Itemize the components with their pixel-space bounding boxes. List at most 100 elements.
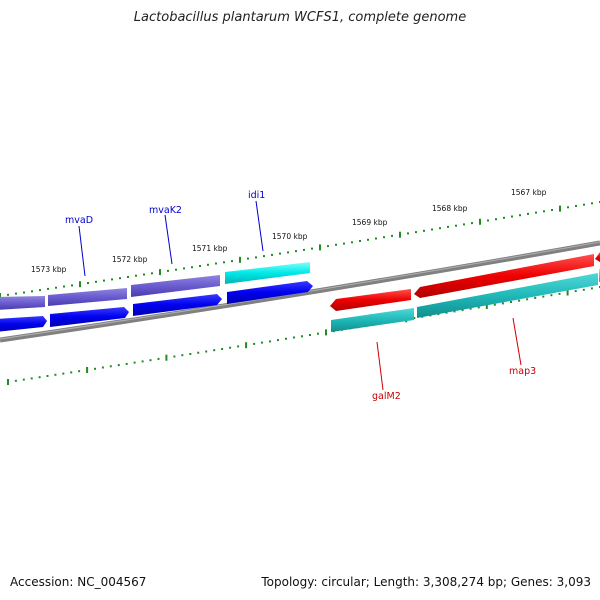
outer-track-minor-tick (407, 232, 409, 235)
gene-label-mvaK2[interactable]: mvaK2 (149, 205, 182, 216)
inner-track-minor-tick (469, 307, 472, 310)
inner-track-minor-tick (534, 296, 537, 299)
outer-track-minor-tick (135, 274, 137, 277)
inner-track-minor-tick (94, 367, 96, 370)
inner-track-minor-tick (285, 337, 287, 340)
cds-arrow-right[interactable] (133, 294, 222, 316)
gene-label-idi1[interactable]: idi1 (248, 190, 265, 201)
inner-track-minor-tick (14, 379, 17, 382)
outer-track-minor-tick (575, 205, 577, 207)
cds-arrow-left[interactable] (595, 252, 600, 262)
gene-label-mvaD[interactable]: mvaD (65, 215, 93, 226)
leader-line-mvaK2 (164, 214, 173, 265)
outer-track-minor-tick (223, 261, 225, 264)
inner-track-major-tick (245, 342, 248, 349)
inner-track-major-tick (566, 289, 569, 296)
cds-feature[interactable] (0, 296, 45, 310)
leader-line-idi1 (255, 200, 264, 252)
outer-track-minor-tick (543, 210, 545, 213)
inner-track-minor-tick (54, 373, 57, 376)
outer-track-minor-tick (455, 224, 457, 227)
cds-feature[interactable] (417, 273, 598, 318)
cds-feature[interactable] (48, 288, 127, 306)
outer-track-minor-tick (103, 279, 105, 282)
outer-track-minor-tick (471, 222, 473, 225)
inner-track-minor-tick (149, 359, 152, 362)
inner-track-minor-tick (133, 361, 136, 364)
leader-line-mvaD (78, 225, 86, 277)
outer-track-minor-tick (303, 248, 305, 251)
inner-track-minor-tick (413, 317, 416, 319)
inner-track-minor-tick (510, 301, 512, 303)
outer-track-minor-tick (279, 252, 281, 255)
outer-track-major-tick (399, 231, 401, 238)
outer-track-minor-tick (423, 229, 425, 232)
forward-feature-row-inner (0, 281, 313, 332)
inner-track-minor-tick (309, 334, 311, 336)
inner-track-minor-tick (437, 313, 440, 316)
inner-track-minor-tick (237, 345, 240, 348)
cds-arrow-right[interactable] (0, 316, 47, 332)
map-title: Lactobacillus plantarum WCFS1, complete … (133, 10, 467, 25)
outer-track-minor-tick (15, 292, 17, 295)
outer-track-minor-tick (495, 218, 497, 221)
outer-track-minor-tick (95, 280, 97, 283)
outer-track-minor-tick (439, 227, 441, 230)
gene-label-map3[interactable]: map3 (509, 366, 536, 377)
outer-track-minor-tick (391, 234, 393, 237)
outer-track-minor-tick (463, 223, 465, 226)
outer-track-minor-tick (71, 284, 73, 287)
kbp-label-1569: 1569 kbp (352, 218, 388, 227)
inner-track-minor-tick (550, 294, 553, 297)
outer-track-major-tick (479, 218, 481, 225)
outer-track-major-tick (239, 256, 241, 263)
inner-track-major-tick (485, 303, 488, 309)
outer-track-minor-tick (519, 214, 521, 217)
outer-track-minor-tick (487, 219, 489, 222)
inner-track-minor-tick (70, 371, 73, 374)
outer-track-minor-tick (271, 253, 273, 256)
outer-track-minor-tick (31, 290, 33, 293)
outer-track-minor-tick (151, 272, 153, 275)
inner-track-minor-tick (558, 292, 561, 295)
outer-track-minor-tick (367, 238, 369, 241)
outer-track-minor-tick (23, 291, 25, 294)
cds-arrow-left[interactable] (414, 254, 594, 298)
inner-track-minor-tick (445, 311, 448, 314)
outer-track-minor-tick (47, 287, 49, 290)
inner-track-major-tick (86, 367, 89, 373)
outer-track-minor-tick (39, 289, 41, 292)
inner-track-minor-tick (293, 336, 295, 339)
cds-arrow-right[interactable] (227, 281, 313, 304)
outer-track-minor-tick (503, 216, 505, 219)
cds-arrow-right[interactable] (50, 307, 129, 327)
inner-track-minor-tick (221, 348, 224, 350)
cds-feature[interactable] (331, 308, 414, 332)
outer-track-minor-tick (175, 268, 177, 271)
inner-track-major-tick (165, 354, 168, 361)
outer-track-minor-tick (87, 282, 89, 284)
inner-track-minor-tick (253, 342, 256, 345)
outer-track-minor-tick (167, 269, 169, 272)
outer-track-minor-tick (591, 202, 593, 205)
kbp-tick-track-outer (0, 201, 600, 299)
cds-arrow-left[interactable] (330, 289, 411, 311)
inner-track-minor-tick (269, 340, 271, 343)
outer-track-minor-tick (295, 250, 297, 253)
leader-line-map3 (512, 317, 522, 366)
inner-track-minor-tick (141, 360, 144, 363)
outer-track-minor-tick (511, 215, 513, 218)
outer-track-minor-tick (55, 286, 57, 289)
outer-track-minor-tick (383, 236, 385, 239)
inner-track-minor-tick (62, 372, 65, 375)
inner-track-major-tick (7, 379, 9, 385)
outer-track-major-tick (159, 269, 161, 276)
outer-track-minor-tick (119, 277, 121, 280)
cds-feature[interactable] (225, 262, 310, 284)
outer-track-minor-tick (375, 237, 377, 240)
gene-label-galM2[interactable]: galM2 (372, 391, 401, 402)
kbp-label-1568: 1568 kbp (432, 204, 468, 213)
outer-track-minor-tick (207, 263, 209, 266)
cds-feature[interactable] (131, 275, 220, 297)
